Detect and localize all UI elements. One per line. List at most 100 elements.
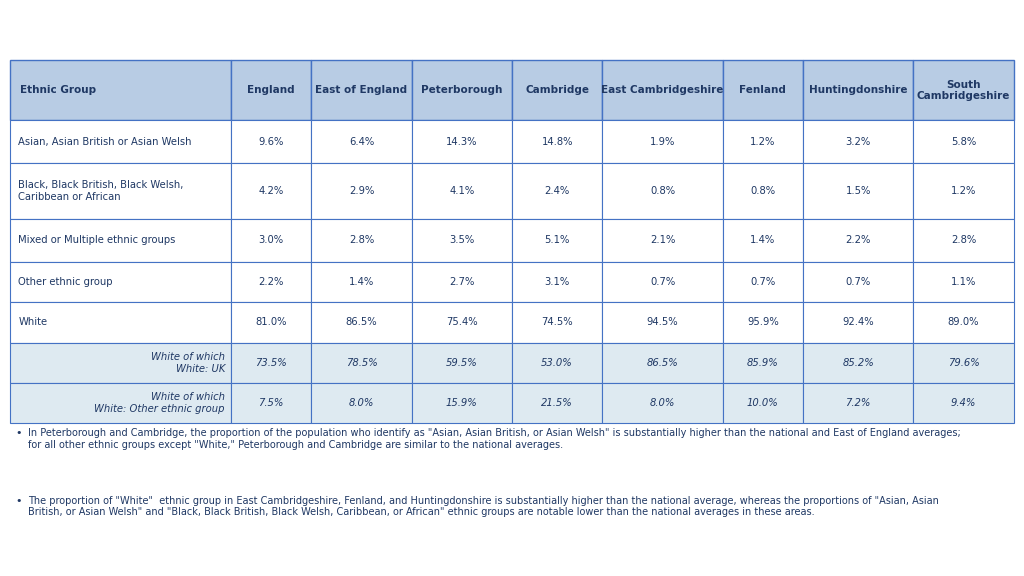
- Bar: [913, 302, 1014, 343]
- Text: England: England: [248, 85, 295, 96]
- Bar: [311, 120, 412, 164]
- Text: 0.7%: 0.7%: [751, 277, 775, 287]
- Text: 2.2%: 2.2%: [258, 277, 284, 287]
- Text: 89.0%: 89.0%: [948, 317, 979, 327]
- Bar: [10, 60, 231, 120]
- Bar: [602, 302, 723, 343]
- Bar: [913, 60, 1014, 120]
- Text: 3.1%: 3.1%: [545, 277, 569, 287]
- Bar: [311, 343, 412, 383]
- Text: White of which
White: UK: White of which White: UK: [151, 352, 225, 374]
- Bar: [723, 219, 803, 262]
- Bar: [412, 164, 512, 219]
- Text: 85.2%: 85.2%: [843, 358, 874, 367]
- Text: Huntingdonshire: Huntingdonshire: [809, 85, 907, 96]
- Text: White of which
White: Other ethnic group: White of which White: Other ethnic group: [94, 392, 225, 414]
- Text: 85.9%: 85.9%: [746, 358, 779, 367]
- Bar: [803, 383, 913, 423]
- Text: 9.6%: 9.6%: [258, 137, 284, 147]
- Text: 78.5%: 78.5%: [345, 358, 378, 367]
- Bar: [913, 120, 1014, 164]
- Text: White: White: [18, 317, 47, 327]
- Bar: [10, 302, 231, 343]
- Text: 1.4%: 1.4%: [751, 235, 775, 245]
- Bar: [10, 164, 231, 219]
- Text: Fenland: Fenland: [739, 85, 786, 96]
- Text: 0.8%: 0.8%: [650, 186, 675, 196]
- Text: 1.4%: 1.4%: [349, 277, 374, 287]
- Text: 1.9%: 1.9%: [650, 137, 675, 147]
- Text: 2.4%: 2.4%: [545, 186, 569, 196]
- Bar: [231, 262, 311, 302]
- Text: 74.5%: 74.5%: [542, 317, 573, 327]
- Bar: [803, 262, 913, 302]
- Bar: [412, 343, 512, 383]
- Bar: [723, 343, 803, 383]
- Bar: [512, 262, 602, 302]
- Text: 3.5%: 3.5%: [450, 235, 474, 245]
- Text: 2.9%: 2.9%: [349, 186, 374, 196]
- Bar: [913, 343, 1014, 383]
- Text: East Cambridgeshire: East Cambridgeshire: [601, 85, 724, 96]
- Bar: [512, 60, 602, 120]
- Bar: [602, 262, 723, 302]
- Bar: [602, 164, 723, 219]
- Bar: [311, 219, 412, 262]
- Text: 5.1%: 5.1%: [545, 235, 569, 245]
- Bar: [10, 219, 231, 262]
- Text: 86.5%: 86.5%: [646, 358, 679, 367]
- Text: 9.4%: 9.4%: [951, 398, 976, 408]
- Bar: [231, 164, 311, 219]
- Text: 0.7%: 0.7%: [650, 277, 675, 287]
- Bar: [723, 383, 803, 423]
- Bar: [512, 343, 602, 383]
- Bar: [231, 120, 311, 164]
- Text: •: •: [15, 429, 22, 438]
- Text: Mixed or Multiple ethnic groups: Mixed or Multiple ethnic groups: [18, 235, 176, 245]
- Text: 59.5%: 59.5%: [445, 358, 478, 367]
- Bar: [231, 343, 311, 383]
- Text: 79.6%: 79.6%: [947, 358, 980, 367]
- Text: 15.9%: 15.9%: [445, 398, 478, 408]
- Text: 6.4%: 6.4%: [349, 137, 374, 147]
- Bar: [723, 164, 803, 219]
- Text: 10.0%: 10.0%: [746, 398, 779, 408]
- Bar: [311, 262, 412, 302]
- Bar: [512, 164, 602, 219]
- Text: 1.2%: 1.2%: [751, 137, 775, 147]
- Text: In Peterborough and Cambridge, the proportion of the population who identify as : In Peterborough and Cambridge, the propo…: [29, 429, 962, 450]
- Bar: [512, 302, 602, 343]
- Bar: [803, 164, 913, 219]
- Bar: [512, 120, 602, 164]
- Text: 21.5%: 21.5%: [542, 398, 573, 408]
- Text: 75.4%: 75.4%: [446, 317, 477, 327]
- Text: Percent of population by ethnic group, Census 2021: Percent of population by ethnic group, C…: [12, 24, 605, 43]
- Text: 4.2%: 4.2%: [258, 186, 284, 196]
- Bar: [311, 383, 412, 423]
- Text: Ethnic Group: Ethnic Group: [20, 85, 96, 96]
- Text: 2.7%: 2.7%: [450, 277, 474, 287]
- Bar: [412, 219, 512, 262]
- Text: •: •: [15, 496, 22, 506]
- Bar: [412, 262, 512, 302]
- Bar: [913, 164, 1014, 219]
- Bar: [412, 120, 512, 164]
- Text: 1.5%: 1.5%: [846, 186, 870, 196]
- Text: 0.7%: 0.7%: [846, 277, 870, 287]
- Text: 0.8%: 0.8%: [751, 186, 775, 196]
- Bar: [10, 383, 231, 423]
- Bar: [231, 302, 311, 343]
- Bar: [10, 343, 231, 383]
- Bar: [803, 120, 913, 164]
- Bar: [10, 120, 231, 164]
- Text: Cambridge: Cambridge: [525, 85, 589, 96]
- Text: 8.0%: 8.0%: [650, 398, 675, 408]
- Bar: [803, 219, 913, 262]
- Text: 94.5%: 94.5%: [647, 317, 678, 327]
- Bar: [723, 120, 803, 164]
- Text: 2.1%: 2.1%: [650, 235, 675, 245]
- Text: Asian, Asian British or Asian Welsh: Asian, Asian British or Asian Welsh: [18, 137, 191, 147]
- Text: Peterborough: Peterborough: [421, 85, 503, 96]
- Text: Black, Black British, Black Welsh,
Caribbean or African: Black, Black British, Black Welsh, Carib…: [18, 180, 183, 202]
- Bar: [803, 343, 913, 383]
